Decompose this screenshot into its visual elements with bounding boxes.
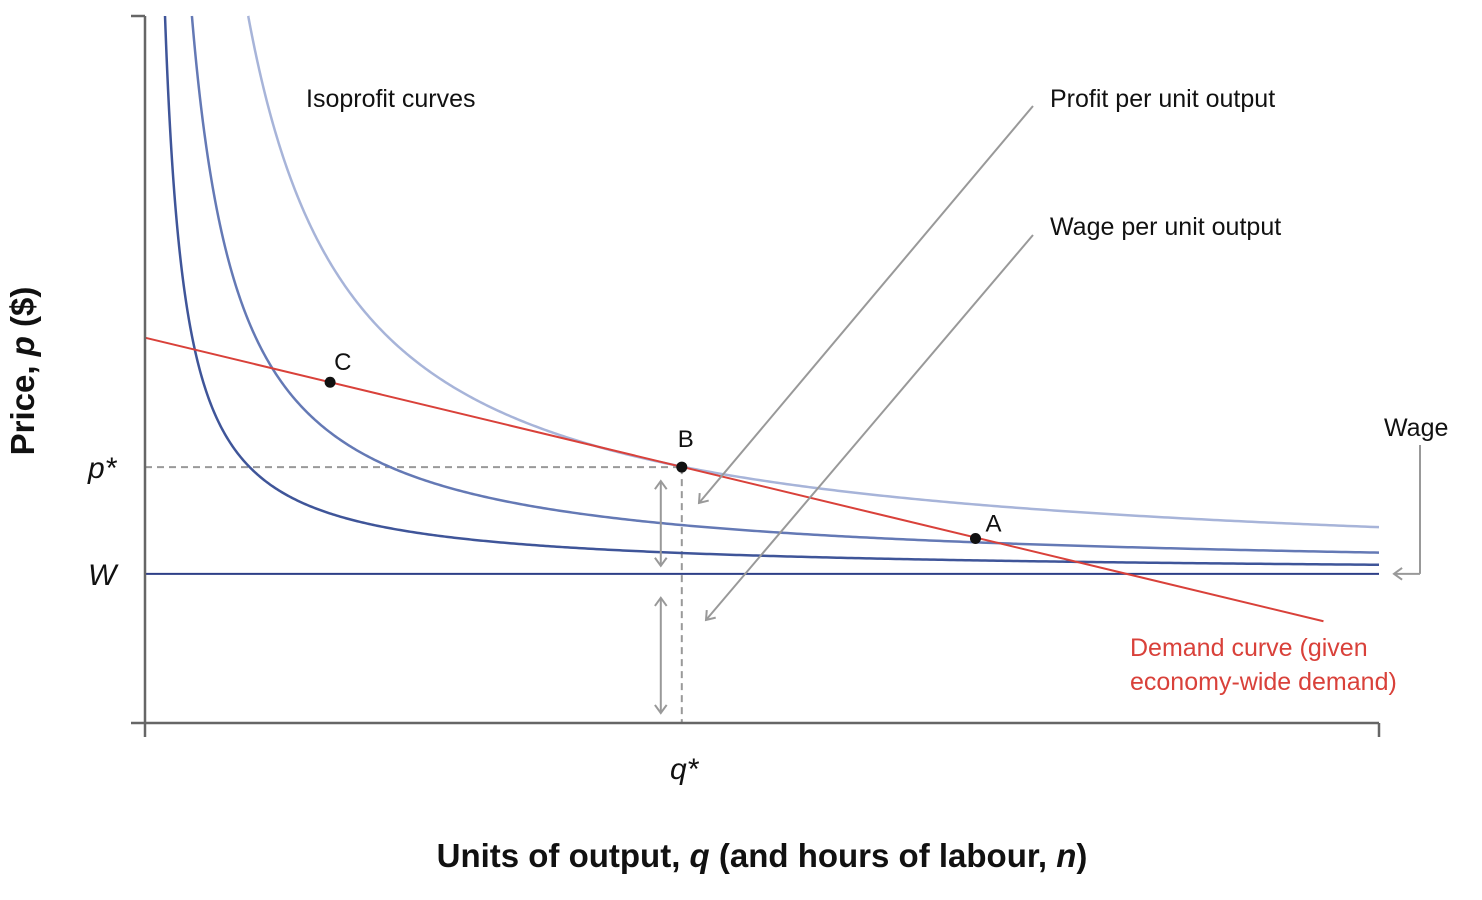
profit-per-unit-pointer xyxy=(698,105,1034,504)
isoprofit-curves-label: Isoprofit curves xyxy=(306,85,476,113)
point-label-C: C xyxy=(334,349,351,376)
x-axis-title: Units of output, q (and hours of labour,… xyxy=(437,837,1088,874)
wage-per-unit-arrow-head-start xyxy=(654,596,668,607)
point-C xyxy=(324,376,336,388)
axes xyxy=(131,14,1381,737)
point-B xyxy=(676,461,688,473)
profit-per-unit-label: Profit per unit output xyxy=(1050,85,1275,113)
profit-per-unit-pointer-head xyxy=(697,492,709,505)
y-axis-title-suffix: ($) xyxy=(4,287,41,337)
wage-per-unit-arrow-head xyxy=(654,704,668,715)
x-axis-title-var-q: q xyxy=(690,837,710,874)
x-axis-title-prefix: Units of output, xyxy=(437,837,690,874)
labels: Isoprofit curves Profit per unit output … xyxy=(4,85,1448,874)
x-axis-title-middle: (and hours of labour, xyxy=(710,837,1057,874)
y-axis-title-prefix: Price, xyxy=(4,356,41,455)
isoprofit-curve-1 xyxy=(163,16,1380,567)
isoprofit-curve-3 xyxy=(246,15,1380,529)
point-label-A: A xyxy=(985,510,1001,537)
x-axis-title-suffix: ) xyxy=(1076,837,1087,874)
wage-label: Wage xyxy=(1384,414,1448,442)
wage-per-unit-label: Wage per unit output xyxy=(1050,213,1281,241)
wage-pointer-head xyxy=(1392,567,1403,581)
wage-per-unit-pointer xyxy=(705,234,1034,621)
demand-curve-label-line2: economy-wide demand) xyxy=(1130,668,1397,696)
y-axis-title-var-p: p xyxy=(4,336,41,357)
x-tick-label-qstar: q* xyxy=(670,753,700,786)
x-axis-title-var-n: n xyxy=(1056,837,1076,874)
profit-per-unit-arrow-head-start xyxy=(654,479,668,490)
point-A xyxy=(969,532,981,544)
plot-area: C B A xyxy=(144,15,1380,723)
y-tick-label-wage: W xyxy=(88,559,119,592)
annotations xyxy=(654,105,1421,715)
isoprofit-curve-2 xyxy=(190,15,1380,554)
y-axis-title: Price, p ($) xyxy=(4,287,41,456)
point-label-B: B xyxy=(678,426,694,453)
profit-per-unit-arrow-head xyxy=(654,557,668,568)
y-tick-label-pstar: p* xyxy=(87,452,118,485)
demand-curve-label-line1: Demand curve (given xyxy=(1130,634,1368,662)
demand-curve xyxy=(144,336,1324,623)
wage-per-unit-pointer-head xyxy=(704,609,716,622)
